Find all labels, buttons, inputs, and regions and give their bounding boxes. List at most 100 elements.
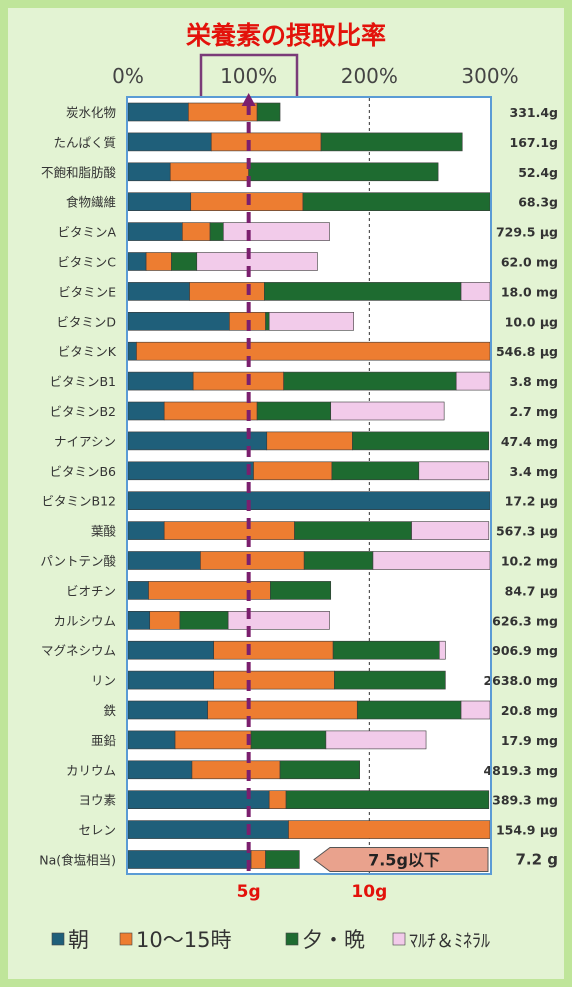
na-tick-label: 10g <box>351 882 387 902</box>
bar-segment <box>332 640 440 660</box>
bar-segment <box>136 341 491 361</box>
bar-segment <box>127 132 212 152</box>
category-label: 炭水化物 <box>66 105 116 120</box>
category-label: ビタミンE <box>58 284 116 299</box>
bar-segment <box>127 640 214 660</box>
x-tick-label: 200% <box>341 64 398 88</box>
bar-segment <box>227 610 330 630</box>
amount-label: 17.2 μg <box>505 494 558 509</box>
bar-segment <box>127 670 214 690</box>
bar-segment <box>127 820 289 839</box>
category-label: Na(食塩相当) <box>39 853 116 868</box>
bar-segment <box>213 640 334 660</box>
legend-label: 10〜15時 <box>136 928 231 952</box>
bar-segment <box>460 282 491 301</box>
bar-segment <box>127 431 268 451</box>
bar-segment <box>283 371 457 391</box>
bar-segment <box>320 132 463 152</box>
amount-label: 2.7 mg <box>510 404 558 419</box>
category-label: ビタミンB6 <box>49 464 116 479</box>
amount-label: 906.9 mg <box>492 643 558 658</box>
x-tick-label: 100% <box>220 64 277 88</box>
category-label: マグネシウム <box>41 643 116 658</box>
x-tick-label: 300% <box>461 64 518 88</box>
bar-segment <box>303 551 374 570</box>
na-tick-label: 5g <box>237 882 261 902</box>
bar-segment <box>127 102 189 122</box>
bar-segment <box>253 461 333 481</box>
category-label: ビタミンB12 <box>42 494 116 509</box>
bar-segment <box>256 102 281 122</box>
bar-segment <box>250 730 327 750</box>
bar-segment <box>127 341 137 361</box>
category-label: ビタミンB1 <box>49 374 116 389</box>
amount-label: 84.7 μg <box>505 583 558 598</box>
bar-segment <box>196 252 318 271</box>
bar-segment <box>169 162 249 182</box>
bar-segment <box>288 820 491 839</box>
amount-label: 17.9 mg <box>501 733 558 748</box>
category-label: 鉄 <box>103 703 116 718</box>
plot-area <box>128 97 490 874</box>
amount-label: 10.0 μg <box>505 314 558 329</box>
category-label: 食物繊維 <box>66 195 116 210</box>
bar-segment <box>265 850 300 869</box>
bar-segment <box>266 431 353 451</box>
amount-label: 626.3 mg <box>492 613 558 628</box>
bar-segment <box>127 850 252 869</box>
bar-segment <box>127 222 183 241</box>
bar-segment <box>163 401 258 421</box>
amount-label: 7.2 g <box>515 851 558 869</box>
category-label: リン <box>91 673 116 688</box>
category-label: 不飽和脂肪酸 <box>41 165 117 180</box>
bar-segment <box>279 760 360 780</box>
bar-segment <box>189 282 265 301</box>
bar-segment <box>256 401 332 421</box>
bar-segment <box>372 551 491 570</box>
bar-segment <box>127 491 491 511</box>
chart-title: 栄養素の摂取比率 <box>185 21 386 50</box>
amount-label: 167.1g <box>510 135 559 150</box>
legend-swatch <box>119 932 133 946</box>
category-label: たんぱく質 <box>53 135 116 150</box>
bar-segment <box>182 222 211 241</box>
bar-segment <box>127 700 208 720</box>
amount-label: 331.4g <box>510 105 559 120</box>
amount-label: 3.4 mg <box>510 464 558 479</box>
amount-label: 10.2 mg <box>501 554 558 569</box>
bar-segment <box>127 730 176 750</box>
bar-segment <box>179 610 229 630</box>
bar-segment <box>127 162 171 182</box>
bar-segment <box>127 551 201 570</box>
bar-segment <box>127 461 254 481</box>
category-label: ビタミンB2 <box>49 404 116 419</box>
amount-label: 2638.0 mg <box>483 673 558 688</box>
amount-label: 729.5 μg <box>496 225 558 240</box>
bar-segment <box>192 371 284 391</box>
bar-segment <box>294 521 412 540</box>
category-label: カルシウム <box>53 613 116 628</box>
bar-segment <box>270 581 332 600</box>
bar-segment <box>127 282 190 301</box>
bar-segment <box>268 311 354 331</box>
bar-segment <box>302 192 491 211</box>
bar-segment <box>207 700 358 720</box>
bar-segment <box>264 282 462 301</box>
category-label: 亜鉛 <box>91 733 117 748</box>
bar-segment <box>127 610 151 630</box>
bar-segment <box>331 461 420 481</box>
amount-label: 20.8 mg <box>501 703 558 718</box>
bar-segment <box>455 371 491 391</box>
amount-label: 3.8 mg <box>510 374 558 389</box>
bar-segment <box>411 521 490 540</box>
bar-segment <box>127 192 192 211</box>
category-label: ヨウ素 <box>78 793 116 808</box>
legend-label: 夕・晩 <box>302 928 365 952</box>
amount-label: 4819.3 mg <box>483 763 558 778</box>
bar-segment <box>330 401 445 421</box>
amount-label: 154.9 μg <box>496 823 558 838</box>
category-label: ナイアシン <box>54 434 116 449</box>
bar-segment <box>439 640 446 660</box>
bar-segment <box>127 521 165 540</box>
